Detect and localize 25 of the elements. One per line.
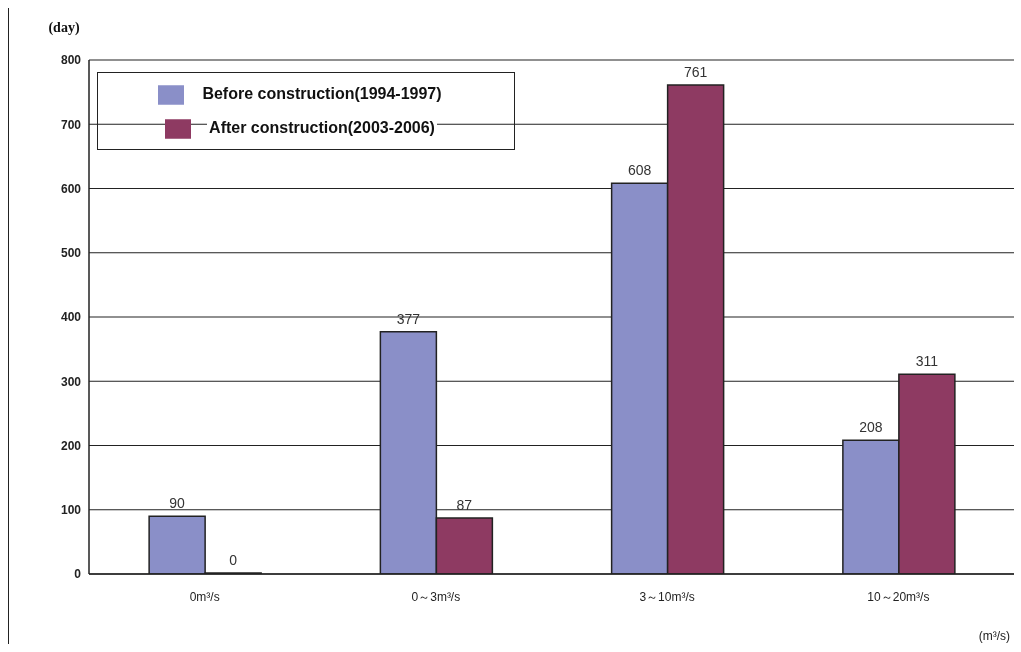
y-tick-label: 700 — [60, 117, 82, 132]
y-tick-label: 300 — [60, 374, 82, 389]
y-tick-label: 800 — [60, 53, 82, 68]
x-tick-label: 10～20m³/s — [867, 589, 930, 604]
y-tick-label: 400 — [60, 310, 82, 325]
x-axis-title: (m³/s) — [978, 629, 1010, 643]
y-tick-label: 200 — [60, 438, 82, 453]
data-label: 377 — [396, 310, 421, 327]
legend-label: Before construction(1994-1997) — [200, 85, 444, 102]
data-label: 311 — [915, 353, 939, 370]
x-tick-label: 0m³/s — [189, 589, 220, 604]
data-label: 761 — [683, 64, 708, 81]
data-label: 208 — [859, 419, 883, 436]
y-axis-title: (day) — [48, 20, 80, 36]
data-label: 0 — [229, 552, 238, 568]
data-label: 608 — [627, 162, 652, 179]
data-label: 87 — [456, 497, 473, 514]
y-tick-label: 500 — [60, 246, 82, 261]
y-tick-label: 600 — [60, 181, 82, 196]
legend-label: After construction(2003-2006) — [207, 119, 437, 136]
y-tick-label: 100 — [60, 503, 82, 518]
y-tick-label: 0 — [74, 567, 82, 582]
data-label: 90 — [169, 495, 186, 512]
x-tick-label: 3～10m³/s — [639, 589, 695, 604]
x-tick-label: 0～3m³/s — [411, 589, 461, 604]
